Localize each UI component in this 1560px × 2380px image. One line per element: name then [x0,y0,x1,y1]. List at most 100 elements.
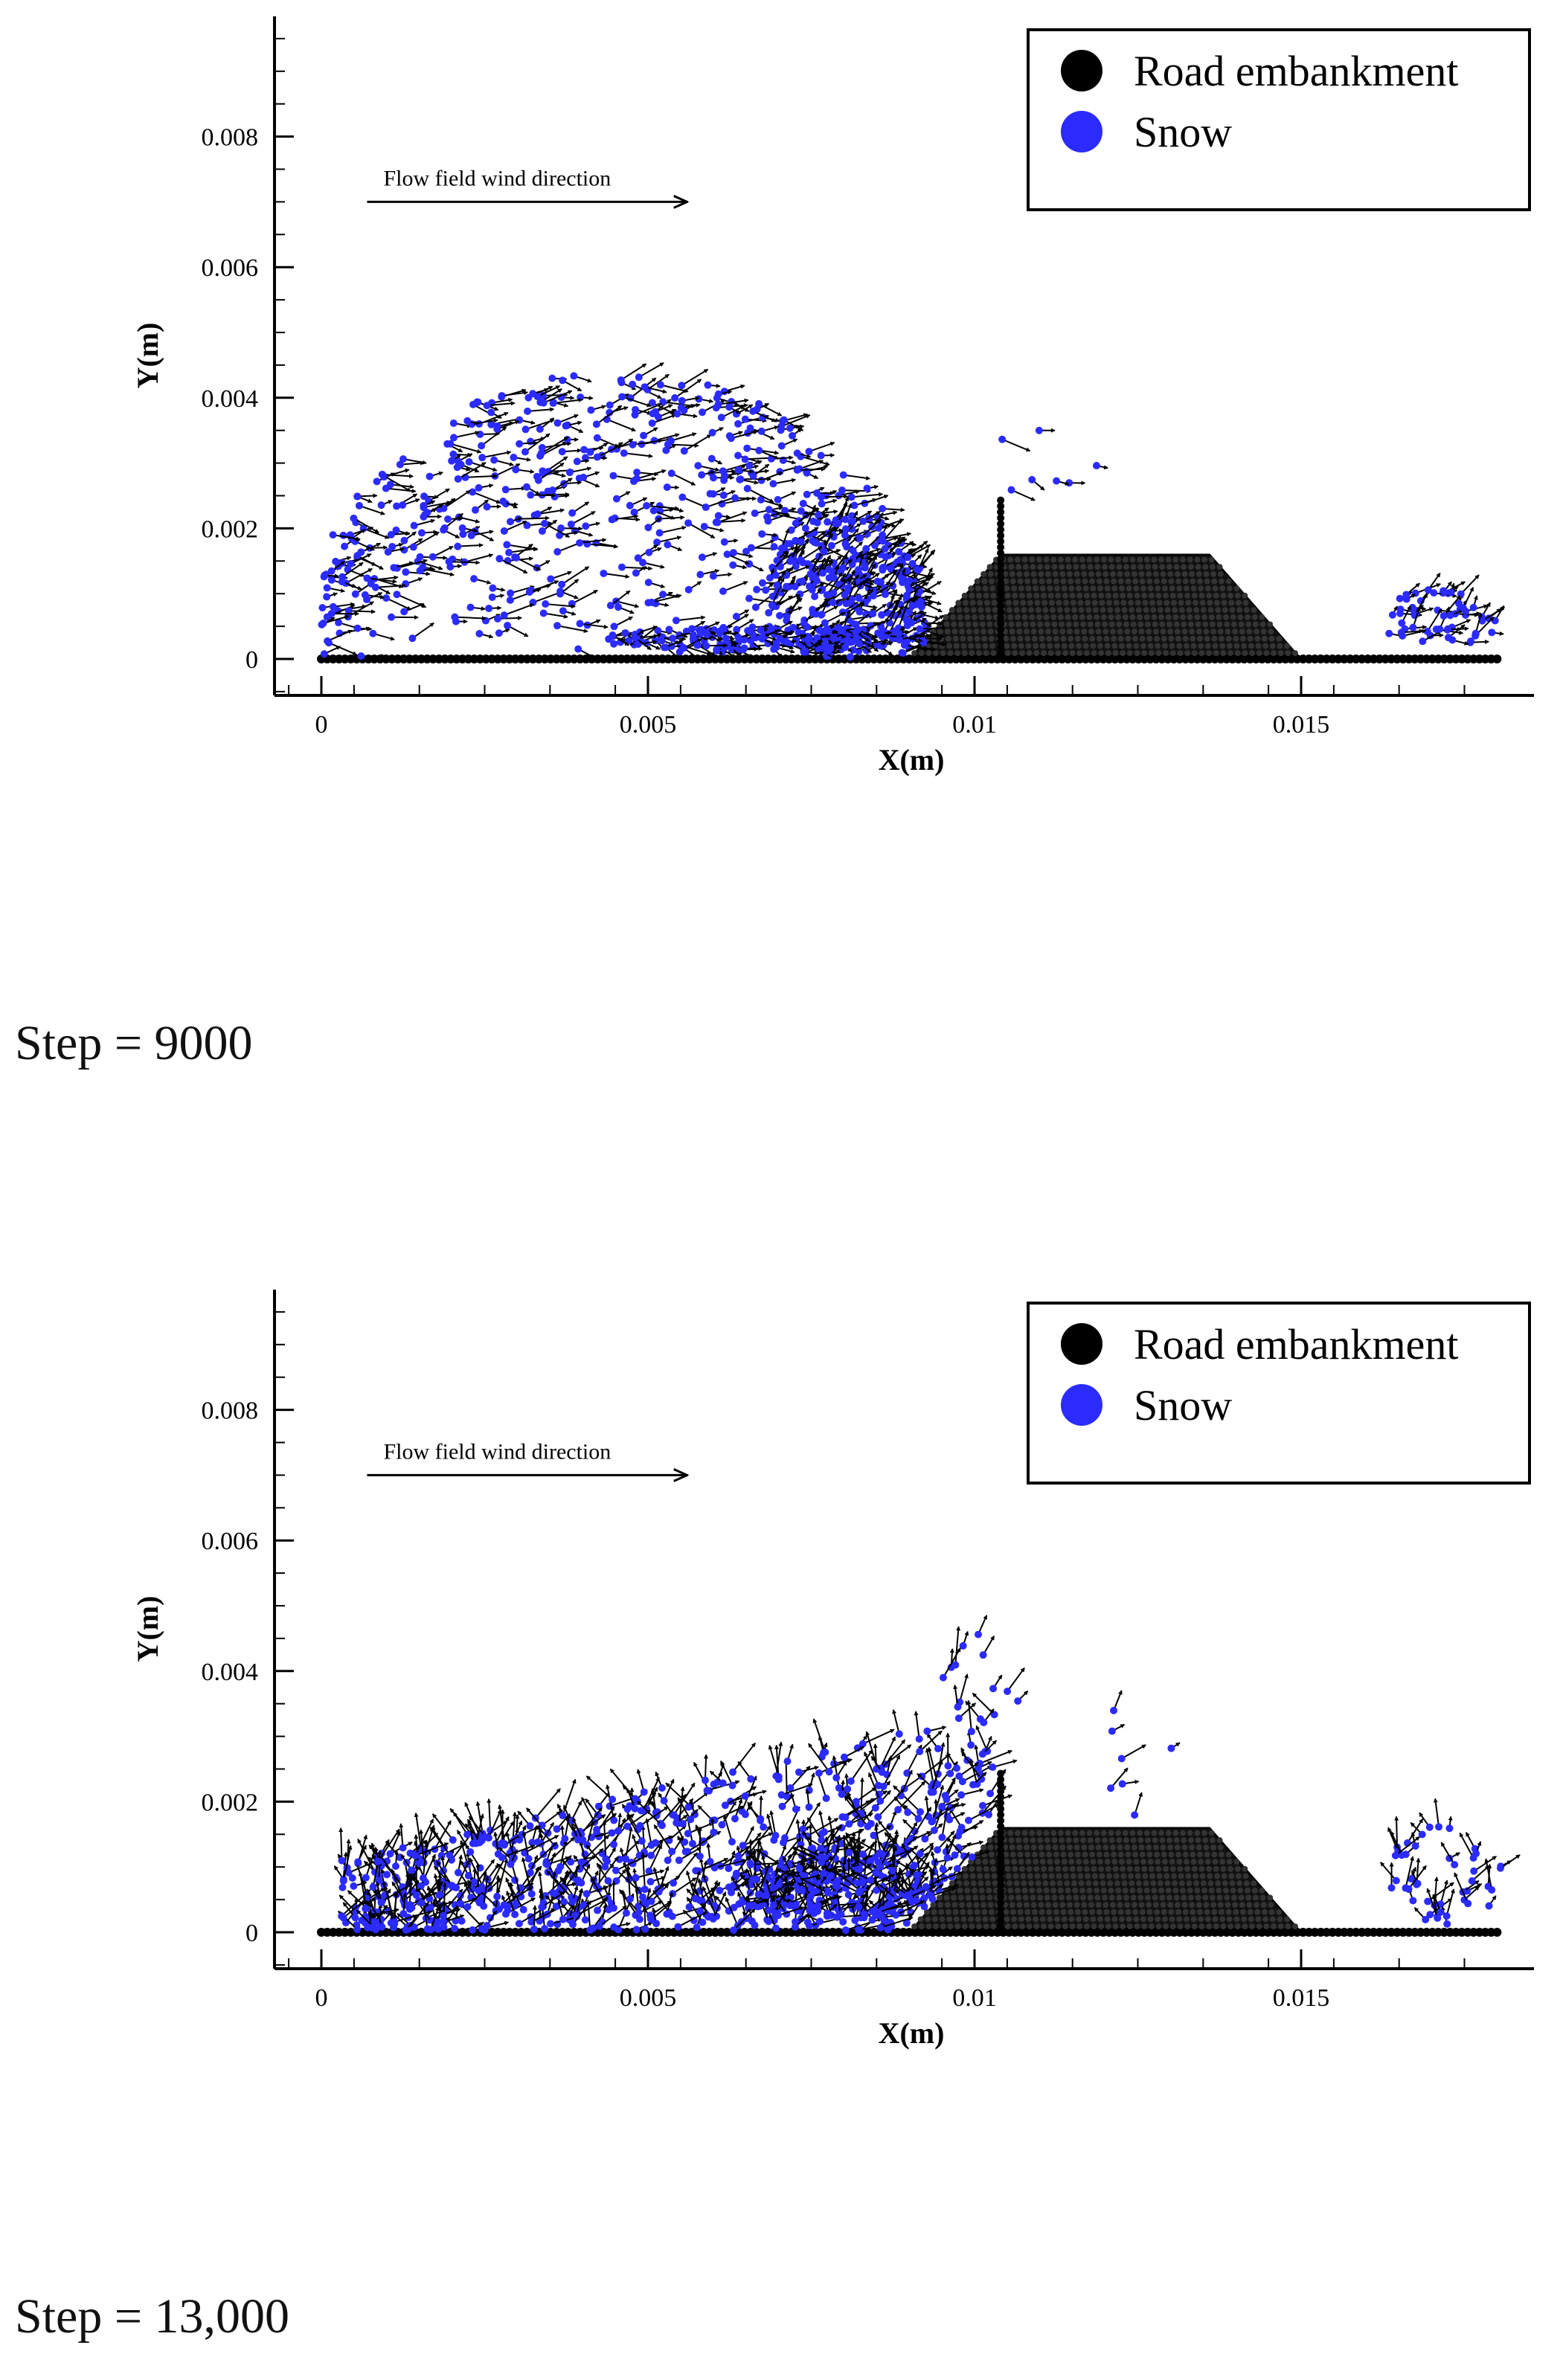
embankment-particle [1132,1851,1139,1858]
snow-particle [549,1889,557,1897]
embankment-particle [1121,1880,1128,1887]
y-tick-label: 0.004 [202,385,259,413]
snow-particle [757,476,765,484]
embankment-particle [1216,1887,1222,1894]
embankment-particle [1269,643,1276,649]
embankment-particle [1172,607,1178,614]
embankment-particle [925,1916,931,1923]
snow-particle [638,1837,646,1845]
embankment-particle [1033,650,1040,657]
embankment-particle [1152,1902,1159,1908]
embankment-particle [1262,643,1269,649]
embankment-particle [1167,570,1174,577]
embankment-particle [1024,1844,1030,1850]
embankment-particle [1190,1859,1197,1865]
snow-particle [762,586,770,594]
snow-particle [490,456,498,464]
embankment-particle [1071,1880,1078,1887]
embankment-wall-particle [997,567,1005,575]
embankment-particle [1184,1923,1191,1930]
snow-particle [510,454,518,462]
embankment-particle [1118,1916,1125,1923]
embankment-particle [1121,607,1128,614]
embankment-particle [1166,1837,1172,1844]
embankment-particle [1209,1837,1216,1844]
embankment-particle [1143,607,1149,614]
embankment-particle [1149,599,1156,606]
snow-particle [723,550,731,559]
snow-particle [838,627,847,635]
x-tick-label: 0.005 [620,1984,677,2012]
snow-particle [944,1762,952,1770]
embankment-particle [975,643,981,649]
embankment-particle [1139,635,1146,642]
embankment-particle [1194,1887,1201,1894]
embankment-particle [1040,1923,1047,1930]
snow-velocity-vector [914,1711,920,1740]
snow-particle [731,1815,739,1823]
embankment-particle [1069,1865,1076,1872]
embankment-particle [1190,1851,1196,1858]
embankment-particle [1064,1880,1071,1887]
embankment-particle [1187,1894,1194,1901]
embankment-particle [1020,599,1027,606]
embankment-particle [1096,635,1102,642]
embankment-particle [1073,1844,1080,1850]
embankment-particle [1141,650,1148,657]
snow-particle [633,469,641,477]
x-tick-label: 0.015 [1273,1984,1330,2012]
snow-particle [444,515,452,523]
snow-particle [792,1805,800,1813]
x-axis-title: X(m) [879,743,945,776]
snow-particle [989,1763,997,1772]
embankment-particle [1054,643,1061,649]
embankment-particle [1195,564,1201,570]
snow-particle [646,1878,655,1886]
embankment-particle [1157,1880,1163,1887]
snow-particle [402,568,410,576]
embankment-particle [1155,585,1161,592]
embankment-particle [911,650,918,657]
embankment-particle [1094,614,1100,620]
snow-particle [318,604,327,612]
snow-particle [353,1926,362,1934]
snow-particle [529,390,537,398]
embankment-wall-particle [997,514,1005,522]
snow-particle [841,1926,850,1934]
embankment-particle [1007,1887,1014,1894]
embankment-particle [1029,614,1036,620]
snow-particle [758,579,766,587]
snow-particle [824,518,832,526]
embankment-particle [1033,643,1039,649]
embankment-particle [951,1894,957,1901]
snow-particle [1488,628,1496,637]
embankment-particle [1066,570,1073,577]
embankment-particle [1026,650,1033,657]
embankment-particle [1024,1902,1030,1908]
embankment-particle [1076,1865,1083,1872]
embankment-particle [1018,1923,1025,1930]
embankment-particle [969,1923,975,1930]
embankment-particle [1014,614,1021,620]
embankment-particle [1108,1894,1115,1901]
snow-particle [420,492,428,501]
embankment-particle [1161,1859,1168,1865]
embankment-particle [1108,1887,1114,1894]
embankment-particle [1114,607,1120,614]
embankment-particle [1005,599,1012,606]
embankment-particle [1243,607,1250,614]
snow-particle [777,442,786,450]
embankment-particle [1044,1844,1051,1850]
embankment-particle [1073,621,1079,628]
embankment-particle [1211,635,1218,642]
snow-particle [678,493,687,501]
embankment-particle [1220,592,1227,599]
embankment-particle [1109,1844,1116,1850]
embankment-particle [1126,650,1133,657]
snow-velocity-vector [717,511,748,524]
snow-particle [748,623,757,631]
snow-particle [557,524,565,533]
embankment-particle [1123,564,1130,570]
embankment-particle [1074,635,1081,642]
embankment-particle [951,621,957,628]
